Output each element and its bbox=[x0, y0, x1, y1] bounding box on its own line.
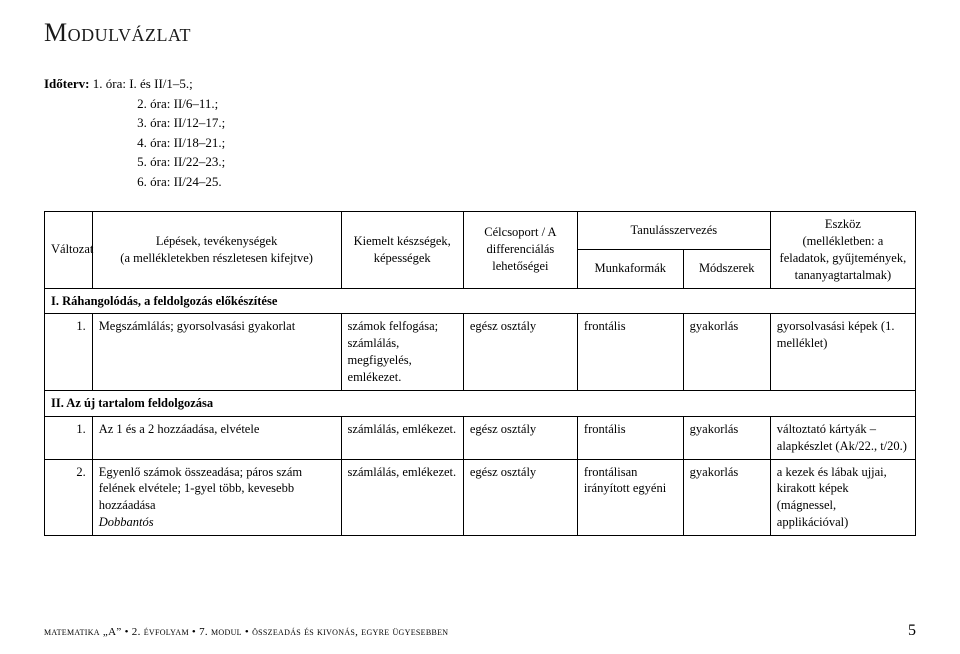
timeline-row: 5. óra: II/22–23.; bbox=[137, 154, 225, 169]
th-celcsoport: Célcsoport / A differenciálás lehetősége… bbox=[463, 212, 577, 289]
cell-munka: frontális bbox=[577, 314, 683, 391]
th-munkaformak: Munkaformák bbox=[577, 250, 683, 288]
cell-mod: gyakorlás bbox=[683, 459, 770, 536]
page: Modulvázlat Időterv: 1. óra: I. és II/1–… bbox=[0, 0, 960, 654]
timeline-row: 6. óra: II/24–25. bbox=[137, 174, 221, 189]
timeline-row: 3. óra: II/12–17.; bbox=[137, 115, 225, 130]
cell-lep: Egyenlő számok összeadása; páros szám fe… bbox=[92, 459, 341, 536]
table-row: 2. Egyenlő számok összeadása; páros szám… bbox=[45, 459, 916, 536]
cell-munka: frontálisan irányított egyéni bbox=[577, 459, 683, 536]
table-header-row: Változat Lépések, tevékenységek (a mellé… bbox=[45, 212, 916, 250]
cell-kep: számlálás, emlékezet. bbox=[341, 416, 463, 459]
page-title: Modulvázlat bbox=[44, 18, 916, 48]
th-eszkoz: Eszköz (mellékletben: a feladatok, gyűjt… bbox=[770, 212, 915, 289]
section-I: I. Ráhangolódás, a feldolgozás előkészít… bbox=[45, 288, 916, 314]
cell-lep: Megszámlálás; gyorsolvasási gyakorlat bbox=[92, 314, 341, 391]
cell-kep: számok felfogása; számlálás, megfigyelés… bbox=[341, 314, 463, 391]
footer-text: matematika „A” • 2. évfolyam • 7. modul … bbox=[44, 626, 448, 638]
timeline-row: 2. óra: II/6–11.; bbox=[137, 96, 218, 111]
th-modszerek: Módszerek bbox=[683, 250, 770, 288]
th-kiemelt: Kiemelt készségek, képességek bbox=[341, 212, 463, 289]
cell-munka: frontális bbox=[577, 416, 683, 459]
cell-num: 2. bbox=[45, 459, 93, 536]
page-footer: matematika „A” • 2. évfolyam • 7. modul … bbox=[44, 622, 916, 640]
section-II: II. Az új tartalom feldolgozása bbox=[45, 390, 916, 416]
cell-lep: Az 1 és a 2 hozzáadása, elvétele bbox=[92, 416, 341, 459]
timeline-row: 1. óra: I. és II/1–5.; bbox=[93, 76, 193, 91]
cell-cel: egész osztály bbox=[463, 314, 577, 391]
section-row: I. Ráhangolódás, a feldolgozás előkészít… bbox=[45, 288, 916, 314]
page-number: 5 bbox=[908, 622, 916, 640]
cell-mod: gyakorlás bbox=[683, 314, 770, 391]
cell-cel: egész osztály bbox=[463, 459, 577, 536]
table-row: 1. Megszámlálás; gyorsolvasási gyakorlat… bbox=[45, 314, 916, 391]
timeline-row: 4. óra: II/18–21.; bbox=[137, 135, 225, 150]
timeline-block: Időterv: 1. óra: I. és II/1–5.; Időterv:… bbox=[44, 74, 916, 191]
cell-eszk: a kezek és lábak ujjai, kirakott képek (… bbox=[770, 459, 915, 536]
cell-num: 1. bbox=[45, 416, 93, 459]
section-row: II. Az új tartalom feldolgozása bbox=[45, 390, 916, 416]
th-valtozat: Változat bbox=[45, 212, 93, 289]
cell-cel: egész osztály bbox=[463, 416, 577, 459]
cell-mod: gyakorlás bbox=[683, 416, 770, 459]
cell-kep: számlálás, emlékezet. bbox=[341, 459, 463, 536]
cell-num: 1. bbox=[45, 314, 93, 391]
cell-eszk: változtató kártyák – alapkészlet (Ak/22.… bbox=[770, 416, 915, 459]
table-row: 1. Az 1 és a 2 hozzáadása, elvétele szám… bbox=[45, 416, 916, 459]
plan-table: Változat Lépések, tevékenységek (a mellé… bbox=[44, 211, 916, 536]
th-lepesek: Lépések, tevékenységek (a mellékletekben… bbox=[92, 212, 341, 289]
timeline-label: Időterv: bbox=[44, 74, 90, 94]
cell-eszk: gyorsolvasási képek (1. melléklet) bbox=[770, 314, 915, 391]
th-tanulas: Tanulásszervezés bbox=[577, 212, 770, 250]
